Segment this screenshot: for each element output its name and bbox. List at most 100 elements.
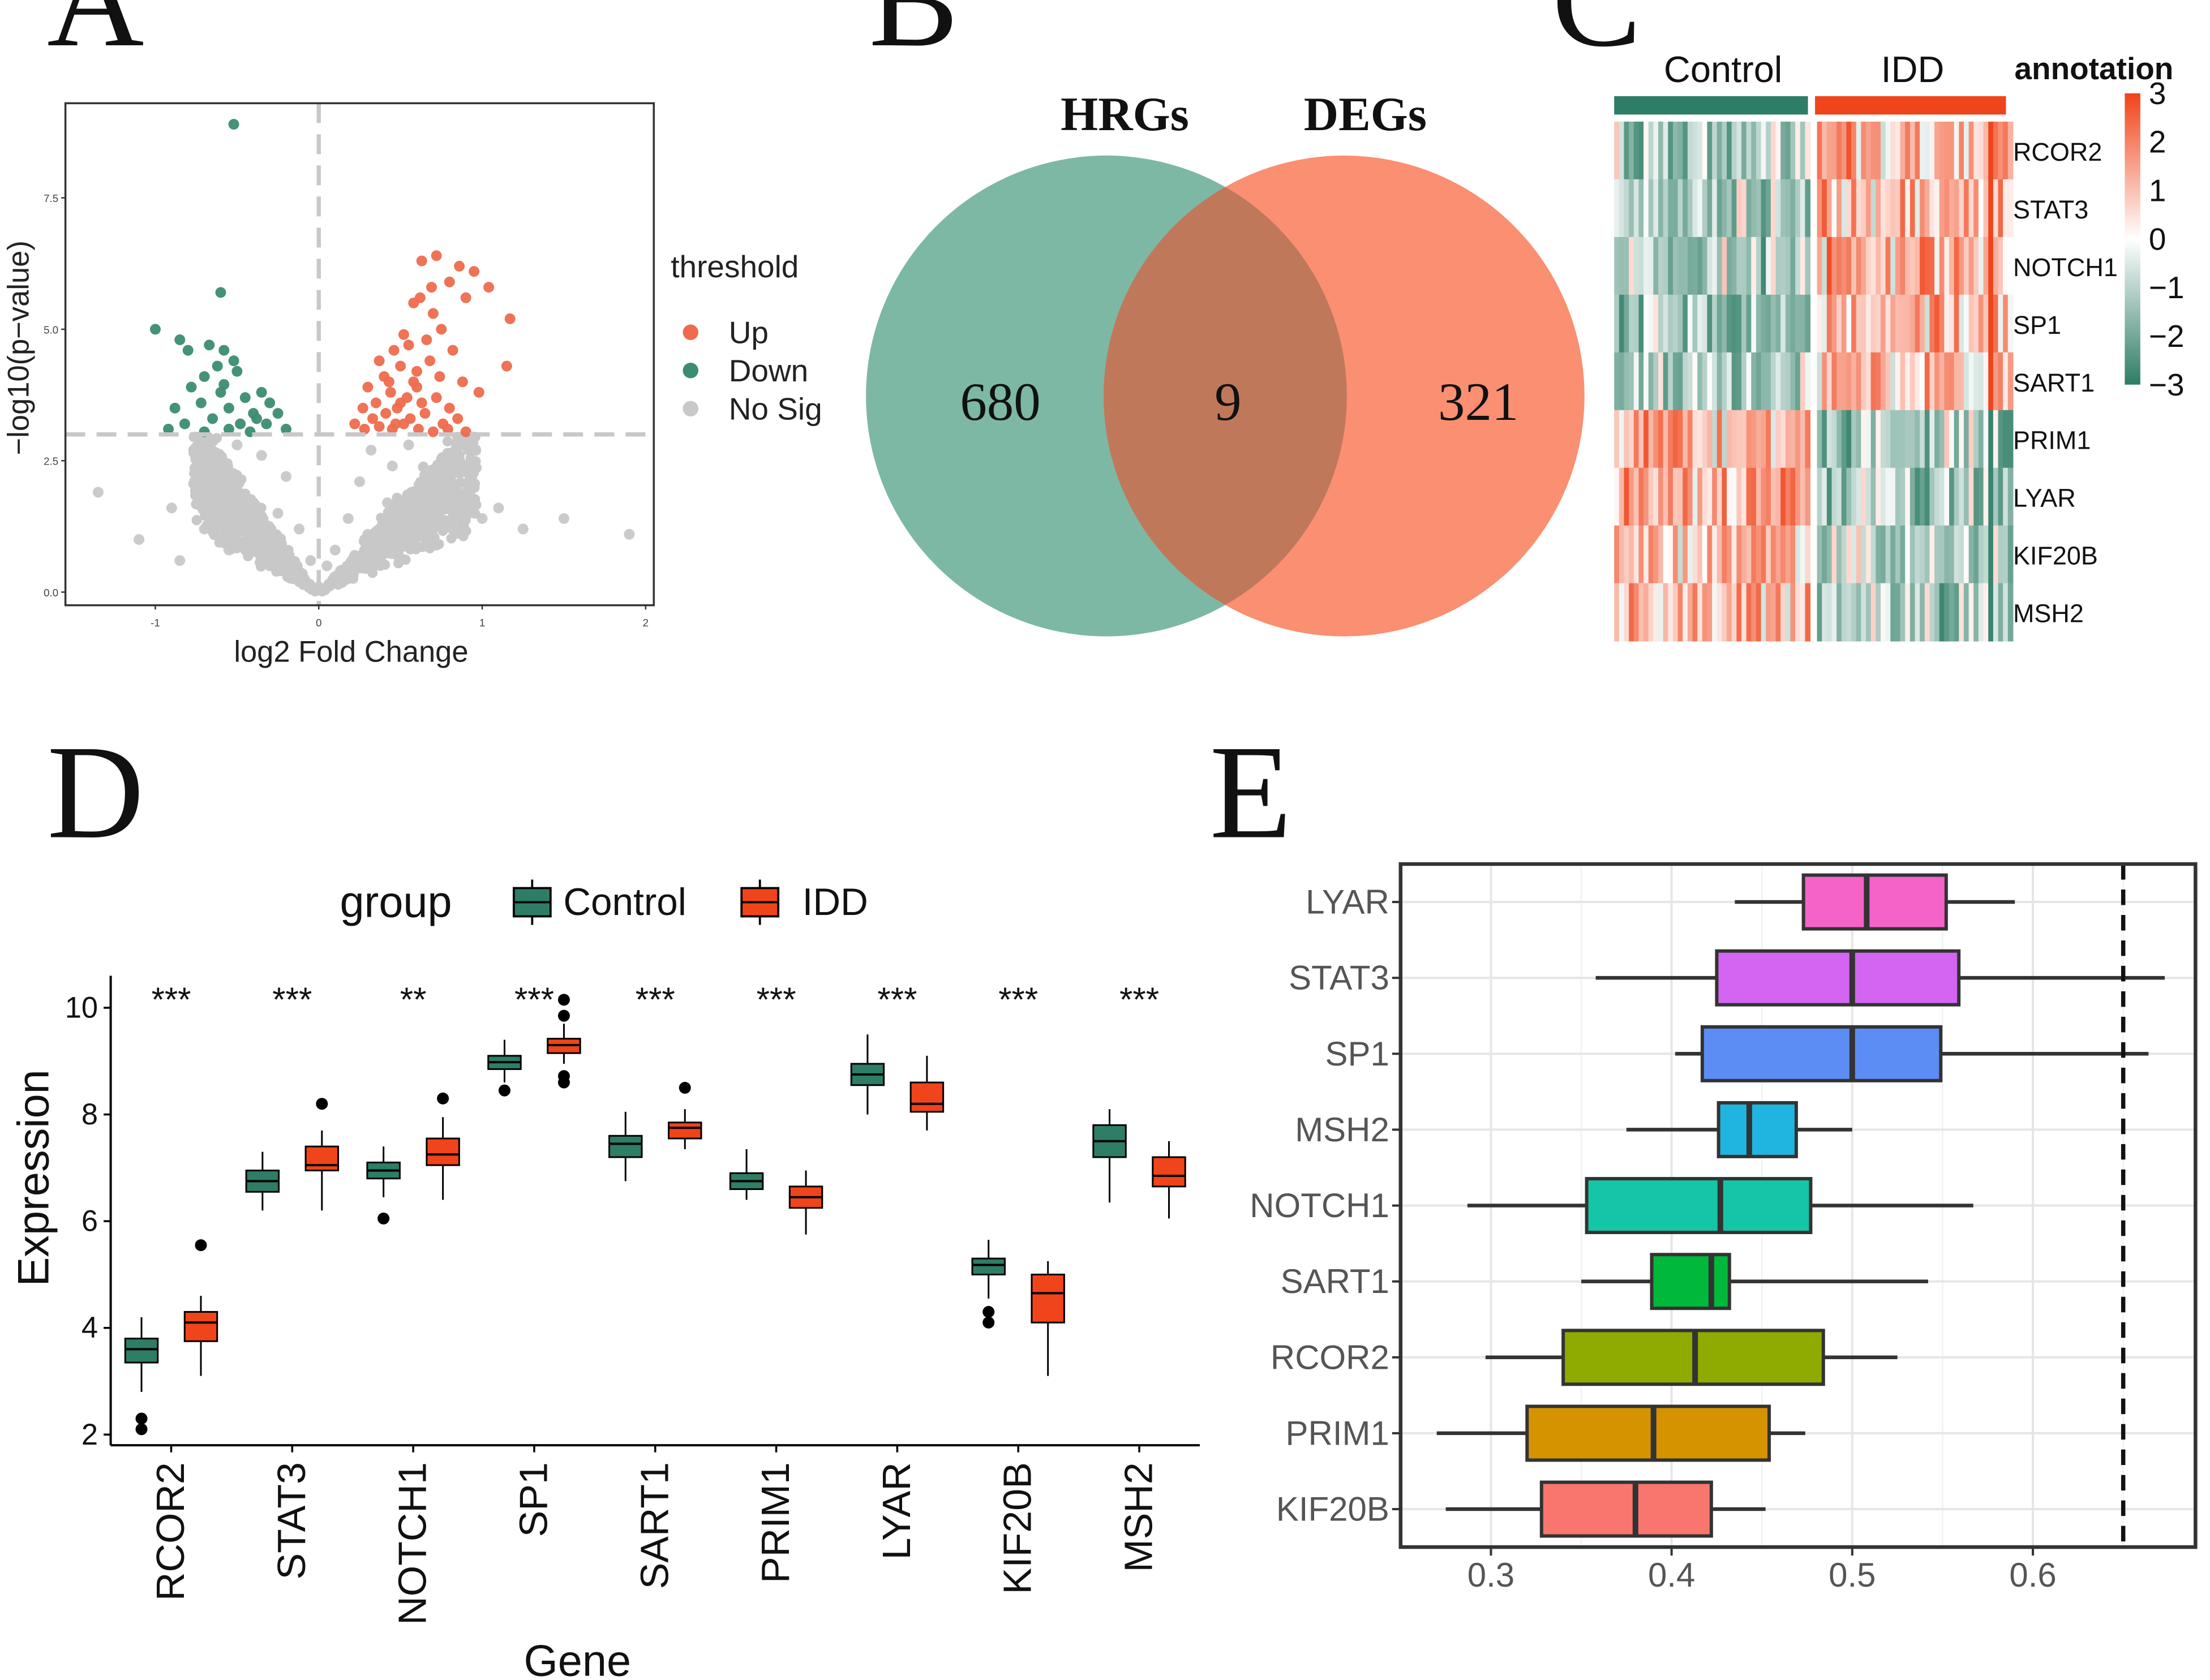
heatmap-cell	[1668, 583, 1673, 642]
heatmap-cell	[1643, 583, 1649, 642]
heatmap-legend-tick-label: −3	[2149, 367, 2185, 402]
heatmap-cell	[1731, 525, 1737, 584]
heatmap-cell	[1968, 237, 1975, 295]
importance-box-lyar	[1735, 873, 2015, 931]
heatmap-cell	[2003, 179, 2009, 238]
heatmap-cell	[1846, 467, 1852, 526]
heatmap-cell	[1983, 410, 1989, 469]
heatmap-cell	[1756, 237, 1762, 295]
heatmap-cell	[1668, 467, 1673, 526]
heatmap-cell	[1805, 237, 1811, 295]
heatmap-cell	[1619, 121, 1625, 180]
heatmap-cell	[1653, 352, 1659, 411]
heatmap-cell	[1741, 294, 1747, 353]
heatmap-cell	[1712, 410, 1718, 469]
volcano-point-no-sig	[375, 555, 387, 566]
volcano-point-down	[199, 371, 210, 383]
heatmap-cell	[1780, 525, 1786, 584]
heatmap-cell	[1683, 352, 1688, 411]
volcano-point-no-sig	[342, 513, 354, 524]
heatmap-cell	[1929, 179, 1936, 238]
heatmap-cell	[1658, 237, 1664, 295]
importance-box-body	[1585, 1177, 1813, 1235]
box-kif20b-control	[971, 1240, 1006, 1329]
heatmap-cell	[1954, 410, 1960, 469]
heatmap-cell	[1929, 525, 1936, 584]
venn-count-hrgs-only: 680	[960, 372, 1040, 432]
volcano-point-down	[251, 413, 263, 424]
heatmap-cell	[1924, 294, 1930, 353]
heatmap-cell	[1775, 525, 1782, 584]
heatmap-cell	[1973, 121, 1979, 180]
heatmap-cell	[1826, 179, 1833, 238]
heatmap-cell	[1998, 352, 2004, 411]
heatmap-cell	[1915, 352, 1921, 411]
boxplot-x-tick-label-lyar: LYAR	[874, 1462, 919, 1559]
heatmap-cell	[1658, 294, 1664, 353]
heatmap-cell	[1761, 294, 1767, 353]
heatmap-cell	[1934, 121, 1940, 180]
heatmap-cell	[1653, 583, 1659, 642]
box-sp1-control	[487, 1039, 522, 1097]
heatmap-cell	[1822, 525, 1827, 584]
heatmap-cell	[1924, 237, 1930, 295]
heatmap-cell	[1939, 179, 1945, 238]
heatmap-cell	[1722, 410, 1728, 469]
heatmap-cell	[1880, 583, 1886, 642]
heatmap-cell	[1822, 294, 1827, 353]
heatmap-cell	[1861, 121, 1867, 180]
box-body	[426, 1137, 460, 1166]
heatmap-cell	[1722, 294, 1728, 353]
heatmap-row-label-rcor2: RCOR2	[2013, 138, 2102, 166]
importance-box-body	[1650, 1253, 1731, 1311]
nosig-cloud-point	[225, 498, 235, 509]
heatmap-cell	[1920, 121, 1925, 180]
heatmap-cell	[1954, 294, 1960, 353]
heatmap-cell	[1800, 583, 1806, 642]
heatmap-cell	[1959, 352, 1964, 411]
heatmap-cell	[1707, 410, 1713, 469]
heatmap-row-labels: RCOR2 STAT3 NOTCH1 SP1 SART1 PRIM1 LYAR KIF20B M…	[2013, 138, 2118, 628]
heatmap-cell	[1851, 179, 1857, 238]
heatmap-cell	[1983, 467, 1989, 526]
heatmap-cell	[1939, 583, 1945, 642]
heatmap-cell	[1959, 467, 1964, 526]
volcano-x-tick-label: -1	[151, 617, 160, 629]
heatmap-cell	[1668, 410, 1673, 469]
importance-box-stat3	[1595, 949, 2165, 1007]
nosig-cloud-point	[467, 503, 478, 514]
volcano-point-up	[395, 397, 406, 409]
heatmap-cell	[1861, 179, 1867, 238]
heatmap-cell	[1993, 352, 1999, 411]
heatmap-cell	[1846, 410, 1852, 469]
volcano-legend: threshold Up Down No Sig	[671, 249, 822, 426]
volcano-point-no-sig	[382, 497, 393, 508]
heatmap-cell	[1983, 294, 1989, 353]
heatmap-cell	[1866, 179, 1872, 238]
heatmap-cell	[1993, 121, 1999, 180]
volcano-point-up	[501, 360, 512, 372]
volcano-point-up	[362, 381, 374, 393]
heatmap-cell	[1780, 294, 1786, 353]
heatmap-cell	[1885, 179, 1891, 238]
heatmap-cell	[1959, 294, 1964, 353]
volcano-point-no-sig	[174, 555, 186, 566]
heatmap-cell	[1885, 525, 1891, 584]
heatmap-cell	[1614, 121, 1620, 180]
heatmap-cell	[1993, 467, 1999, 526]
heatmap-legend-colorbar	[2125, 93, 2140, 385]
heatmap-cell	[1934, 525, 1940, 584]
heatmap-cell	[1905, 525, 1911, 584]
heatmap-cell	[1831, 237, 1838, 295]
volcano-points	[65, 103, 654, 605]
importance-y-label-msh2: MSH2	[1295, 1111, 1389, 1149]
heatmap-cell	[1795, 525, 1801, 584]
heatmap-cell	[1697, 525, 1703, 584]
heatmap-cell	[1770, 237, 1776, 295]
heatmap-cell	[1831, 410, 1838, 469]
heatmap-cell	[1633, 525, 1640, 584]
heatmap-cell	[1766, 179, 1771, 238]
heatmap-cell	[1978, 237, 1984, 295]
heatmap-cell	[1841, 583, 1847, 642]
heatmap-cell	[1880, 121, 1886, 180]
